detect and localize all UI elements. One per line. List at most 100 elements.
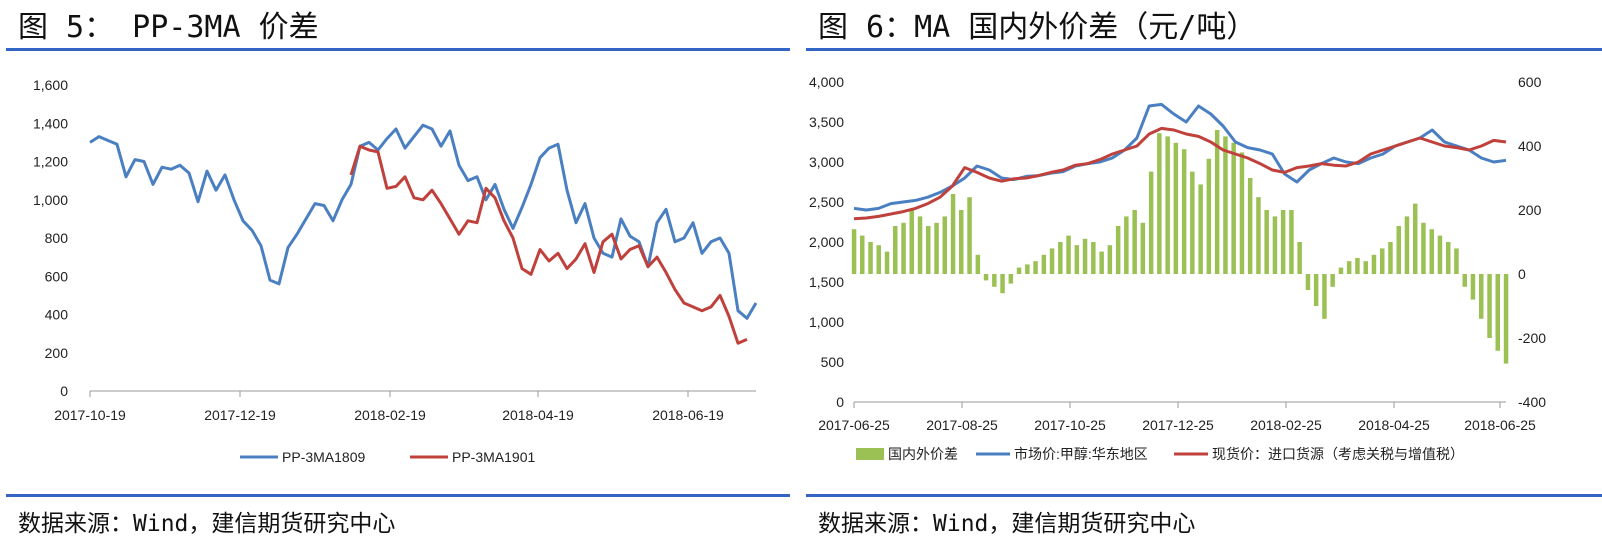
x-tick-label: 2017-12-25: [1142, 417, 1214, 433]
y-tick-label-right: 200: [1518, 202, 1542, 218]
bar-国内外价差: [868, 242, 873, 274]
legend-label-现货价：进口货源（考虑关税与增值税）: 现货价：进口货源（考虑关税与增值税）: [1212, 446, 1464, 462]
chart-title-left: 图 5： PP-3MA 价差: [18, 10, 319, 45]
y-tick-label-left: 2,500: [809, 194, 844, 210]
title-rule-right: [806, 48, 1602, 51]
bar-国内外价差: [1396, 226, 1401, 274]
y-tick-label-right: -400: [1518, 394, 1546, 410]
bar-国内外价差: [1346, 261, 1352, 274]
bar-国内外价差: [901, 222, 906, 274]
bar-国内外价差: [1058, 242, 1063, 274]
x-tick-label: 2017-06-25: [818, 417, 890, 433]
x-tick-label: 2018-02-19: [354, 407, 426, 423]
bar-国内外价差: [1008, 274, 1014, 284]
bar-国内外价差: [1157, 133, 1162, 274]
bar-国内外价差: [1033, 261, 1038, 274]
y-tick-label: 600: [45, 268, 69, 284]
bar-国内外价差: [1280, 210, 1286, 274]
bar-国内外价差: [992, 274, 997, 287]
bar-国内外价差: [1239, 152, 1245, 274]
y-tick-label: 800: [45, 230, 69, 246]
bar-国内外价差: [1437, 235, 1443, 274]
y-tick-label-left: 2,000: [809, 234, 844, 250]
x-tick-label: 2018-04-25: [1358, 417, 1430, 433]
series-line-现货价：进口货源（考虑关税与增值税）: [853, 126, 1507, 221]
bar-国内外价差: [1000, 274, 1005, 294]
y-tick-label-left: 4,000: [809, 74, 844, 90]
bar-国内外价差: [1429, 229, 1434, 274]
bar-国内外价差: [1016, 267, 1022, 274]
bar-国内外价差: [884, 251, 890, 274]
series-line-PP-3MA1901: [349, 144, 748, 345]
bar-国内外价差: [950, 194, 956, 274]
chart-title-right: 图 6：MA 国内外价差（元/吨）: [818, 10, 1257, 45]
bar-国内外价差: [1049, 248, 1055, 274]
panel-right: 图 6：MA 国内外价差（元/吨） 0 500 1,000 1,500 2,000 2,5…: [800, 0, 1602, 542]
bar-国内外价差: [926, 226, 931, 274]
bar-国内外价差: [1206, 158, 1212, 274]
bar-国内外价差: [1223, 136, 1228, 274]
y-tick-label: 1,600: [33, 77, 68, 93]
bar-国内外价差: [1330, 274, 1335, 287]
bar-国内外价差: [1462, 274, 1467, 287]
bar-国内外价差: [893, 226, 898, 274]
bar-国内外价差: [1264, 210, 1269, 274]
bar-国内外价差: [1041, 254, 1047, 274]
bar-国内外价差: [1371, 254, 1377, 274]
bar-国内外价差: [1107, 245, 1113, 274]
bar-国内外价差: [1165, 136, 1170, 274]
chart-left: 0 200 400 600 800 1,000 1,200 1,400 1,600 2017-10…: [33, 77, 758, 465]
x-tick-label: 2018-06-25: [1464, 417, 1536, 433]
legend-label-PP-3MA1809: PP-3MA1809: [282, 449, 365, 465]
bar-国内外价差: [1025, 264, 1030, 274]
bar-国内外价差: [1322, 274, 1327, 319]
panel-left: 图 5： PP-3MA 价差 0 200 400 600 800 1,000 1,200 1,…: [0, 0, 790, 542]
y-tick-label: 1,400: [33, 115, 68, 131]
bar-国内外价差: [942, 216, 947, 274]
bar-国内外价差: [1355, 258, 1360, 274]
chart-right: 0 500 1,000 1,500 2,000 2,500 3,000 3,500 4,000 -…: [809, 74, 1546, 462]
y-tick-label: 200: [45, 345, 69, 361]
bar-国内外价差: [1487, 274, 1492, 338]
legend-label-市场价:甲醇:华东地区: 市场价:甲醇:华东地区: [1014, 446, 1148, 462]
bar-国内外价差: [1380, 248, 1385, 274]
bar-国内外价差: [1124, 216, 1129, 274]
bar-国内外价差: [909, 210, 914, 274]
x-tick-label: 2017-12-19: [204, 407, 276, 423]
y-tick-label-left: 0: [836, 394, 844, 410]
bar-国内外价差: [1363, 261, 1368, 274]
legend-swatch-国内外价差: [856, 448, 884, 460]
bar-国内外价差: [1247, 178, 1253, 274]
bar-国内外价差: [1231, 142, 1236, 274]
bar-国内外价差: [1454, 248, 1459, 274]
y-tick-label-right: 400: [1518, 138, 1542, 154]
bar-国内外价差: [1148, 171, 1154, 274]
bar-国内外价差: [975, 254, 981, 274]
x-tick-label: 2017-08-25: [926, 417, 998, 433]
source-rule-right: [806, 494, 1602, 497]
x-tick-label: 2017-10-25: [1034, 417, 1106, 433]
bar-国内外价差: [1132, 210, 1137, 274]
source-note-right: 数据来源：Wind，建信期货研究中心: [818, 511, 1196, 537]
bar-国内外价差: [1066, 235, 1071, 274]
y-tick-label: 1,000: [33, 192, 68, 208]
y-tick-label-right: 0: [1518, 266, 1526, 282]
bar-国内外价差: [1470, 274, 1476, 300]
bar-国内外价差: [1404, 216, 1410, 274]
y-tick-label-left: 3,000: [809, 154, 844, 170]
bar-国内外价差: [1503, 274, 1509, 364]
bar-国内外价差: [1479, 274, 1484, 319]
bar-国内外价差: [1289, 210, 1294, 274]
y-tick-label-left: 1,500: [809, 274, 844, 290]
bar-国内外价差: [1338, 267, 1344, 274]
bar-国内外价差: [1115, 226, 1121, 274]
bar-国内外价差: [1173, 142, 1179, 274]
y-tick-label-left: 1,000: [809, 314, 844, 330]
source-rule-left: [6, 494, 790, 497]
y-tick-label: 0: [60, 383, 68, 399]
bar-国内外价差: [860, 235, 865, 274]
bar-国内外价差: [851, 229, 857, 274]
bar-国内外价差: [1495, 274, 1500, 351]
bar-国内外价差: [1313, 274, 1319, 306]
bar-国内外价差: [1272, 216, 1278, 274]
